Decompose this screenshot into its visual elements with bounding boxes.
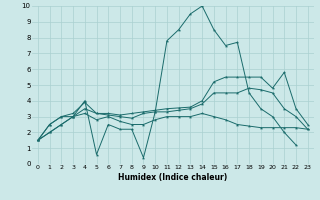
X-axis label: Humidex (Indice chaleur): Humidex (Indice chaleur) <box>118 173 228 182</box>
